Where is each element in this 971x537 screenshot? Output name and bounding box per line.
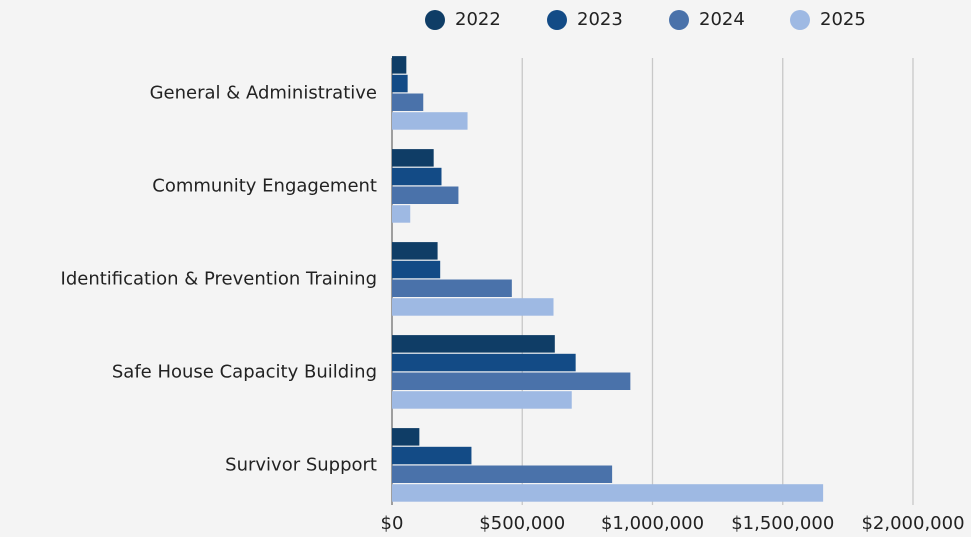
legend-label: 2024 (699, 9, 745, 30)
bar (392, 353, 576, 372)
bar (392, 112, 468, 130)
legend-label: 2022 (455, 9, 501, 30)
y-tick-label: Community Engagement (152, 176, 377, 197)
y-tick-label: Identification & Prevention Training (61, 269, 377, 290)
bar (392, 260, 441, 279)
bar (392, 428, 420, 446)
bar (392, 279, 512, 297)
bar (392, 149, 434, 167)
legend-swatch (669, 10, 689, 30)
legend-label: 2025 (820, 9, 866, 30)
bar (392, 446, 472, 465)
legend-swatch (547, 10, 567, 30)
legend-swatch (790, 10, 810, 30)
x-tick-label: $2,000,000 (861, 513, 964, 534)
x-tick-label: $0 (381, 513, 404, 534)
bar (392, 186, 459, 204)
y-tick-label: Safe House Capacity Building (112, 362, 377, 383)
y-tick-label: Survivor Support (225, 455, 377, 476)
x-tick-label: $500,000 (479, 513, 565, 534)
bar (392, 93, 424, 111)
bar (392, 74, 408, 93)
bar (392, 205, 411, 223)
bar (392, 242, 438, 260)
bar (392, 167, 442, 186)
bar (392, 298, 554, 316)
bar (392, 56, 407, 74)
bar (392, 391, 572, 409)
bar (392, 484, 824, 502)
bar (392, 372, 631, 390)
bar (392, 335, 555, 353)
x-tick-label: $1,500,000 (731, 513, 834, 534)
legend-label: 2023 (577, 9, 623, 30)
x-tick-label: $1,000,000 (601, 513, 704, 534)
legend-swatch (425, 10, 445, 30)
y-tick-label: General & Administrative (150, 83, 377, 104)
bar (392, 465, 613, 483)
